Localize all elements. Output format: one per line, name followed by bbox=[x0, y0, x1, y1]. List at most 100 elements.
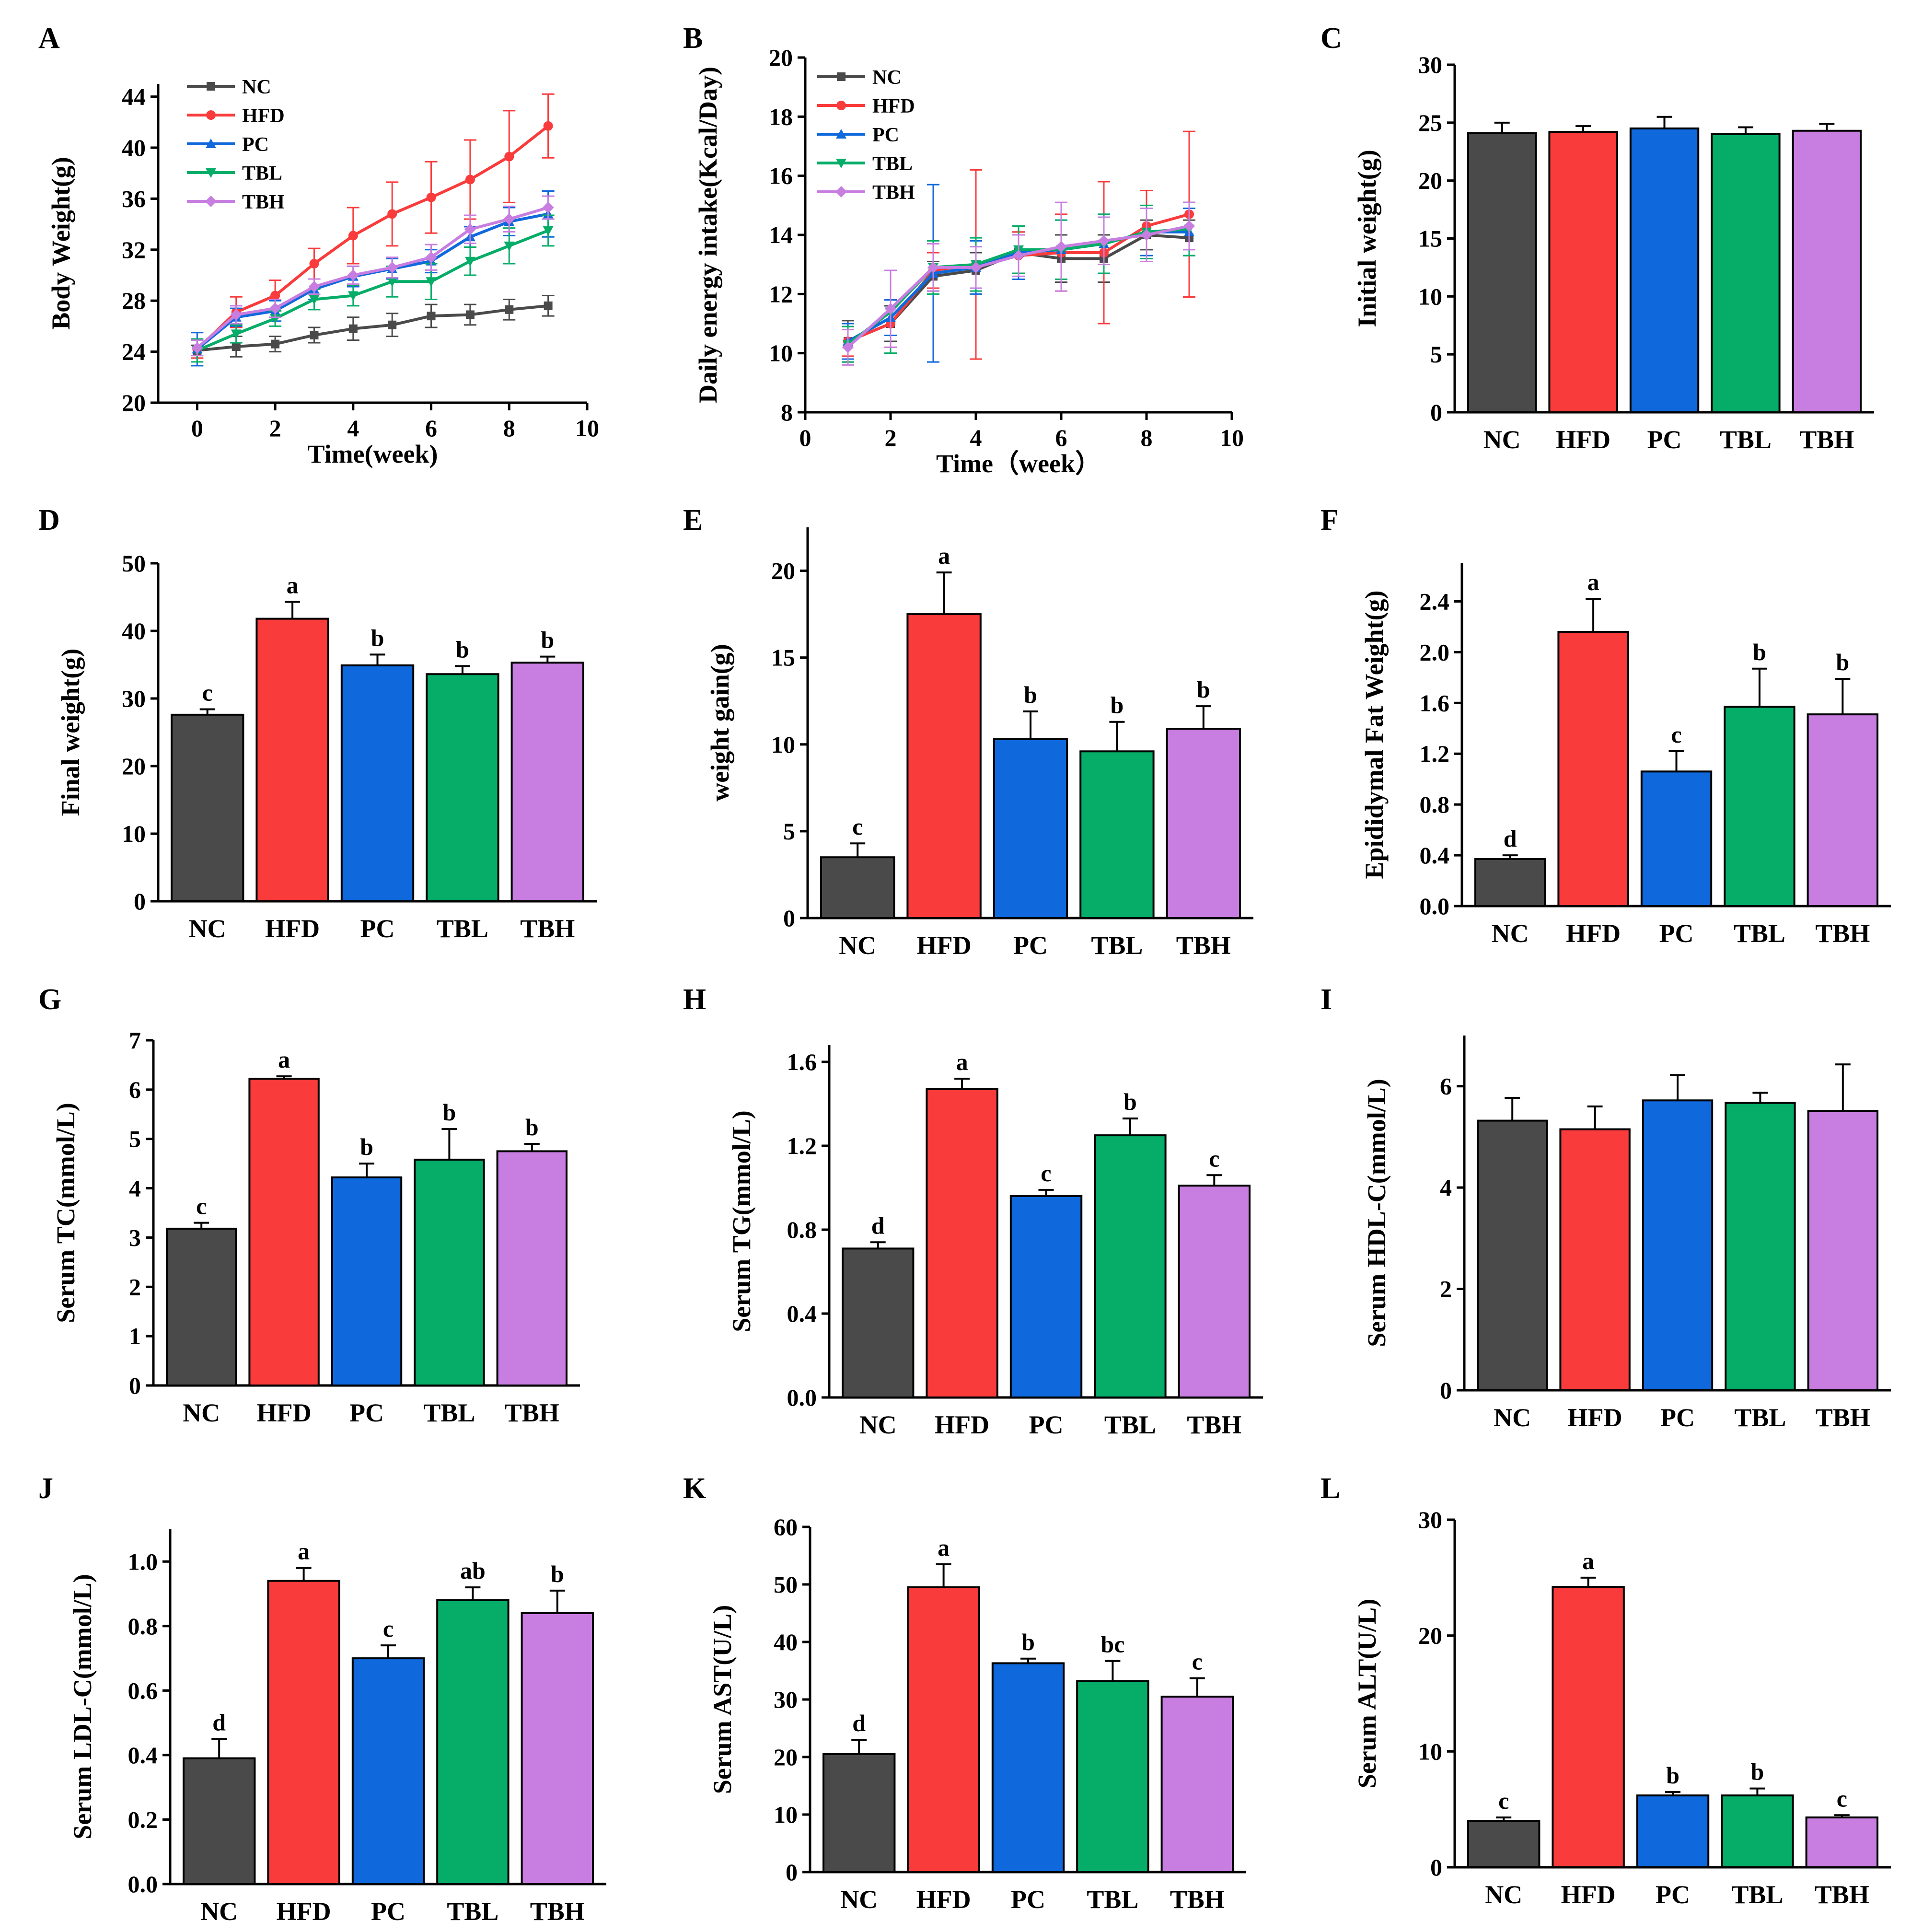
bar-hfd[interactable] bbox=[248, 1078, 320, 1386]
y-tick-label: 0.2 bbox=[128, 1806, 158, 1833]
y-tick-label: 20 bbox=[122, 753, 146, 780]
bar-pc[interactable] bbox=[340, 664, 415, 903]
bar-tbl[interactable] bbox=[1724, 706, 1796, 907]
bar-pc[interactable] bbox=[331, 1176, 403, 1386]
y-tick-label: 20 bbox=[774, 1744, 798, 1770]
y-tick-label: 0.0 bbox=[787, 1384, 817, 1411]
bar-pc[interactable] bbox=[1640, 770, 1713, 907]
bar-tbl[interactable] bbox=[1079, 750, 1155, 919]
significance-letter: a bbox=[956, 1048, 968, 1075]
bar-tbl[interactable] bbox=[1711, 133, 1781, 413]
bar-nc[interactable] bbox=[183, 1757, 256, 1885]
bar-hfd[interactable] bbox=[906, 613, 982, 919]
bar-tbh[interactable] bbox=[1807, 1110, 1879, 1392]
data-point bbox=[348, 324, 358, 333]
bar-pc[interactable] bbox=[1636, 1794, 1710, 1869]
significance-letter: b bbox=[1750, 1758, 1764, 1785]
bar-nc[interactable] bbox=[1474, 858, 1546, 908]
significance-letter: d bbox=[212, 1709, 226, 1735]
significance-letter: a bbox=[938, 1534, 950, 1561]
legend: NC HFD PC TBL TBH bbox=[187, 76, 285, 213]
bar-pc[interactable] bbox=[993, 738, 1068, 919]
bar-tbl[interactable] bbox=[1076, 1680, 1149, 1874]
bar-nc[interactable] bbox=[171, 713, 244, 902]
bar-nc[interactable] bbox=[1467, 132, 1537, 414]
bar-hfd[interactable] bbox=[1552, 1586, 1625, 1869]
x-tick-label: PC bbox=[1011, 1885, 1045, 1914]
data-point bbox=[386, 262, 398, 274]
bar-nc[interactable] bbox=[842, 1247, 915, 1398]
bar-hfd[interactable] bbox=[907, 1586, 980, 1873]
bar-tbl[interactable] bbox=[1721, 1794, 1794, 1869]
y-axis-title: weight gain(g) bbox=[706, 644, 734, 801]
bar-hfd[interactable] bbox=[1548, 131, 1618, 413]
y-tick-label: 5 bbox=[1430, 341, 1442, 368]
data-point bbox=[543, 121, 553, 131]
y-tick-label: 10 bbox=[771, 731, 795, 758]
bar-tbh[interactable] bbox=[1178, 1185, 1251, 1398]
y-tick-label: 0.8 bbox=[1420, 791, 1450, 818]
bar-tbh[interactable] bbox=[1807, 713, 1879, 907]
y-tick-label: 5 bbox=[783, 818, 795, 845]
y-tick-label: 0.6 bbox=[128, 1677, 158, 1704]
bar-hfd[interactable] bbox=[1559, 1128, 1631, 1392]
bar-nc[interactable] bbox=[1477, 1119, 1548, 1392]
x-tick-label: 6 bbox=[425, 415, 437, 442]
panel-j: J 0.0 0.2 0.4 0.6 0.8 1.0 Serum LDL-C(mmol/L) NC… bbox=[38, 1472, 606, 1926]
legend-label-hfd: HFD bbox=[872, 95, 915, 117]
bar-hfd[interactable] bbox=[1557, 631, 1629, 907]
bar-tbl[interactable] bbox=[426, 673, 499, 902]
significance-letter: b bbox=[371, 624, 384, 651]
bar-pc[interactable] bbox=[1009, 1195, 1083, 1398]
data-point bbox=[310, 331, 319, 340]
data-point bbox=[387, 277, 398, 287]
significance-letter: b bbox=[551, 1560, 564, 1587]
bar-nc[interactable] bbox=[822, 1753, 896, 1873]
x-tick-label: PC bbox=[1660, 1403, 1695, 1432]
significance-letter: b bbox=[1753, 639, 1766, 665]
bar-nc[interactable] bbox=[820, 856, 895, 919]
x-tick-label: TBL bbox=[1720, 425, 1772, 454]
significance-letter: b bbox=[360, 1133, 373, 1160]
significance-letter: a bbox=[938, 542, 950, 569]
x-tick-label: TBL bbox=[423, 1398, 475, 1427]
x-tick-label: NC bbox=[1483, 425, 1521, 454]
x-axis-title: Time(week) bbox=[308, 440, 438, 468]
bar-pc[interactable] bbox=[351, 1657, 425, 1885]
bar-hfd[interactable] bbox=[926, 1088, 998, 1398]
bar-tbl[interactable] bbox=[1094, 1134, 1167, 1398]
series-hfd bbox=[191, 93, 555, 359]
bar-tbl[interactable] bbox=[414, 1158, 485, 1387]
significance-letter: a bbox=[1587, 569, 1599, 595]
bar-hfd[interactable] bbox=[267, 1580, 340, 1885]
bar-tbh[interactable] bbox=[1166, 728, 1241, 919]
data-point bbox=[504, 151, 514, 162]
y-tick-label: 0.8 bbox=[787, 1216, 817, 1243]
y-tick-label: 1.6 bbox=[1420, 689, 1450, 716]
x-tick-label: NC bbox=[840, 1885, 878, 1914]
y-tick-label: 28 bbox=[122, 287, 146, 314]
bar-nc[interactable] bbox=[1467, 1820, 1541, 1868]
data-point bbox=[970, 261, 982, 273]
x-tick-label: PC bbox=[349, 1398, 384, 1427]
bar-pc[interactable] bbox=[1629, 127, 1700, 413]
bar-tbh[interactable] bbox=[1160, 1696, 1234, 1873]
y-tick-label: 15 bbox=[1418, 225, 1442, 252]
bar-tbl[interactable] bbox=[1725, 1102, 1796, 1392]
bar-tbl[interactable] bbox=[436, 1599, 510, 1885]
legend-marker bbox=[836, 159, 846, 168]
bar-pc[interactable] bbox=[991, 1662, 1065, 1873]
legend: NC HFD PC TBL TBH bbox=[817, 67, 915, 204]
bar-pc[interactable] bbox=[1642, 1099, 1714, 1391]
bar-tbh[interactable] bbox=[496, 1150, 568, 1386]
bar-hfd[interactable] bbox=[255, 617, 329, 902]
bar-tbh[interactable] bbox=[521, 1612, 594, 1885]
y-axis-title: Body Weight(g) bbox=[46, 157, 75, 330]
bar-tbh[interactable] bbox=[510, 662, 584, 903]
bar-tbh[interactable] bbox=[1805, 1816, 1879, 1868]
bar-tbh[interactable] bbox=[1792, 129, 1862, 413]
bar-nc[interactable] bbox=[166, 1227, 237, 1387]
y-tick-label: 30 bbox=[122, 685, 146, 712]
data-point bbox=[1098, 235, 1110, 247]
panel-d: D 0 10 20 30 40 50 Final weight(g) NC c HFD a PC b TBL… bbox=[38, 504, 597, 943]
